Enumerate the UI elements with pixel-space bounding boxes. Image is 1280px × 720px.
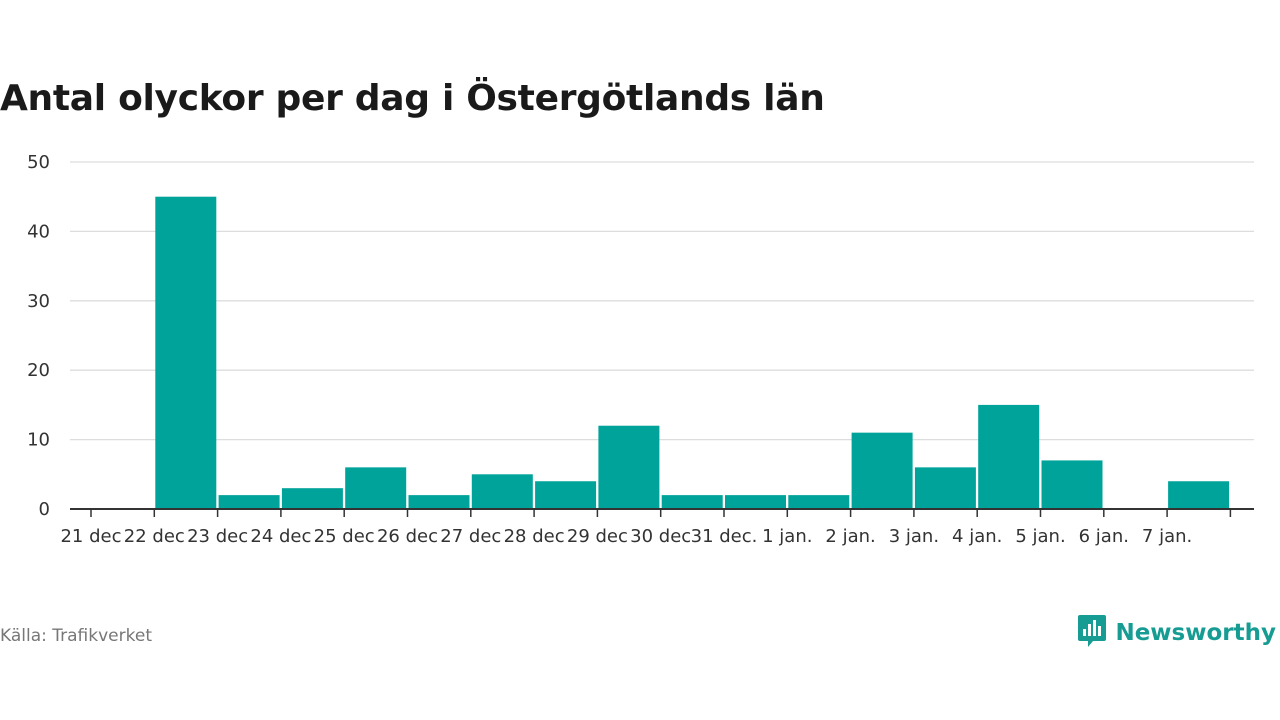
bar: [471, 474, 533, 509]
x-tick-label: 30 dec: [630, 526, 691, 547]
bar: [978, 404, 1040, 509]
x-tick-label: 28 dec: [504, 526, 565, 547]
y-tick-label: 50: [27, 152, 50, 173]
x-tick-label: 22 dec: [124, 526, 185, 547]
brand-name: Newsworthy: [1115, 620, 1276, 646]
chart-title: Antal olyckor per dag i Östergötlands lä…: [0, 78, 825, 119]
bar: [155, 196, 217, 509]
brand-logo[interactable]: Newsworthy: [1077, 613, 1276, 653]
x-tick-label: 2 jan.: [825, 526, 875, 547]
y-tick-label: 10: [27, 430, 50, 451]
bar: [851, 432, 913, 509]
bar: [914, 467, 976, 509]
bar-chart: 0 10 20 30 40 50 21 dec 22 dec 23 dec 24 dec 25 d…: [27, 152, 1254, 547]
bar: [218, 495, 280, 509]
bar: [661, 495, 723, 509]
bar: [535, 481, 597, 509]
newsworthy-logo-icon: [1077, 613, 1107, 653]
bar: [281, 488, 343, 509]
x-tick-label: 4 jan.: [952, 526, 1002, 547]
source-note: Källa: Trafikverket: [0, 626, 152, 646]
x-tick-label: 29 dec: [567, 526, 628, 547]
bar: [345, 467, 407, 509]
bar: [598, 425, 660, 509]
x-tick-label: 25 dec: [314, 526, 375, 547]
y-tick-label: 20: [27, 360, 50, 381]
x-tick-label: 24 dec: [250, 526, 311, 547]
x-tick-label: 1 jan.: [762, 526, 812, 547]
bars: [155, 196, 1230, 509]
bar: [1168, 481, 1230, 509]
grid-lines: [70, 161, 1254, 441]
x-axis-ticks: 21 dec 22 dec 23 dec 24 dec 25 dec 26 dec 27 d…: [60, 526, 1192, 547]
x-tick-label: 21 dec: [60, 526, 121, 547]
x-tick-label: 23 dec: [187, 526, 248, 547]
bar: [725, 495, 786, 509]
x-tick-label: 7 jan.: [1142, 526, 1192, 547]
x-tick-label: 6 jan.: [1079, 526, 1129, 547]
y-tick-label: 40: [27, 221, 50, 242]
x-tick-label: 26 dec: [377, 526, 438, 547]
x-tick-label: 5 jan.: [1015, 526, 1065, 547]
bar: [788, 495, 850, 509]
y-axis-ticks: 0 10 20 30 40 50: [27, 152, 50, 520]
bar: [1041, 460, 1103, 509]
x-tick-label: 27 dec: [440, 526, 501, 547]
x-axis: [70, 508, 1254, 517]
y-tick-label: 30: [27, 291, 50, 312]
bar: [408, 495, 470, 509]
x-tick-label: 31 dec.: [691, 526, 758, 547]
y-tick-label: 0: [39, 499, 50, 520]
x-tick-label: 3 jan.: [889, 526, 939, 547]
